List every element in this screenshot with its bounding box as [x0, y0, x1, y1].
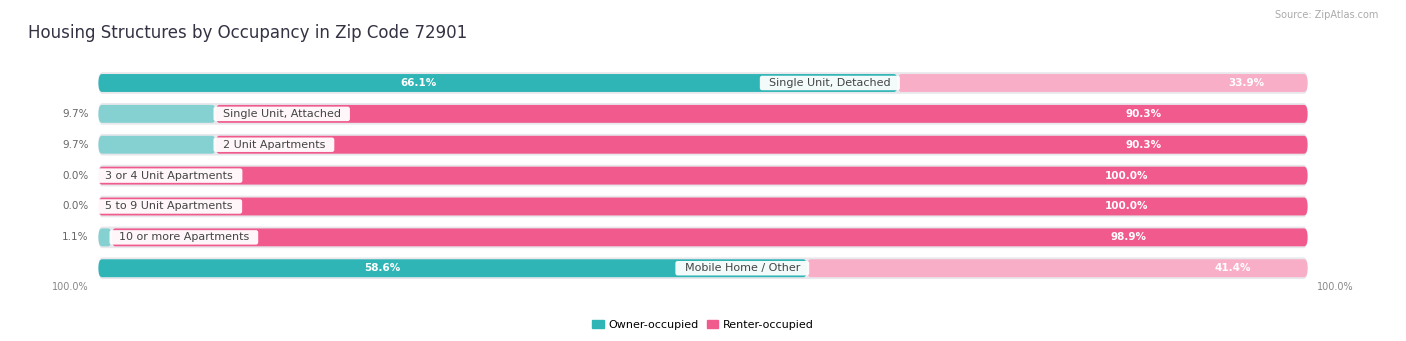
Legend: Owner-occupied, Renter-occupied: Owner-occupied, Renter-occupied	[588, 316, 818, 335]
FancyBboxPatch shape	[98, 196, 1308, 217]
FancyBboxPatch shape	[98, 226, 1308, 248]
Text: 10 or more Apartments: 10 or more Apartments	[111, 232, 256, 242]
Text: 41.4%: 41.4%	[1215, 263, 1251, 273]
FancyBboxPatch shape	[98, 72, 1308, 94]
FancyBboxPatch shape	[215, 105, 1308, 123]
Text: Single Unit, Attached: Single Unit, Attached	[215, 109, 347, 119]
FancyBboxPatch shape	[98, 197, 1308, 216]
Text: 98.9%: 98.9%	[1111, 232, 1146, 242]
FancyBboxPatch shape	[111, 228, 1308, 246]
FancyBboxPatch shape	[98, 105, 215, 123]
Text: 100.0%: 100.0%	[1105, 202, 1147, 211]
Text: 33.9%: 33.9%	[1227, 78, 1264, 88]
Text: 0.0%: 0.0%	[62, 170, 89, 181]
FancyBboxPatch shape	[897, 74, 1308, 92]
FancyBboxPatch shape	[98, 257, 1308, 279]
Text: 2 Unit Apartments: 2 Unit Apartments	[215, 140, 332, 150]
FancyBboxPatch shape	[98, 165, 1308, 187]
Text: Single Unit, Detached: Single Unit, Detached	[762, 78, 897, 88]
Text: 100.0%: 100.0%	[1105, 170, 1147, 181]
FancyBboxPatch shape	[98, 228, 111, 246]
Text: 1.1%: 1.1%	[62, 232, 89, 242]
FancyBboxPatch shape	[98, 74, 897, 92]
Text: Mobile Home / Other: Mobile Home / Other	[678, 263, 807, 273]
FancyBboxPatch shape	[98, 259, 807, 277]
Text: Source: ZipAtlas.com: Source: ZipAtlas.com	[1274, 10, 1378, 20]
Text: 90.3%: 90.3%	[1126, 109, 1161, 119]
Text: 66.1%: 66.1%	[399, 78, 436, 88]
FancyBboxPatch shape	[807, 259, 1308, 277]
Text: 9.7%: 9.7%	[62, 109, 89, 119]
Text: 90.3%: 90.3%	[1126, 140, 1161, 150]
FancyBboxPatch shape	[98, 134, 1308, 155]
FancyBboxPatch shape	[98, 167, 1308, 184]
Text: 0.0%: 0.0%	[62, 202, 89, 211]
Text: 58.6%: 58.6%	[364, 263, 399, 273]
Text: 9.7%: 9.7%	[62, 140, 89, 150]
FancyBboxPatch shape	[98, 136, 215, 154]
FancyBboxPatch shape	[215, 136, 1308, 154]
Text: Housing Structures by Occupancy in Zip Code 72901: Housing Structures by Occupancy in Zip C…	[28, 24, 467, 42]
Text: 100.0%: 100.0%	[52, 282, 89, 292]
Text: 3 or 4 Unit Apartments: 3 or 4 Unit Apartments	[98, 170, 240, 181]
FancyBboxPatch shape	[98, 103, 1308, 125]
Text: 5 to 9 Unit Apartments: 5 to 9 Unit Apartments	[98, 202, 240, 211]
Text: 100.0%: 100.0%	[1317, 282, 1354, 292]
